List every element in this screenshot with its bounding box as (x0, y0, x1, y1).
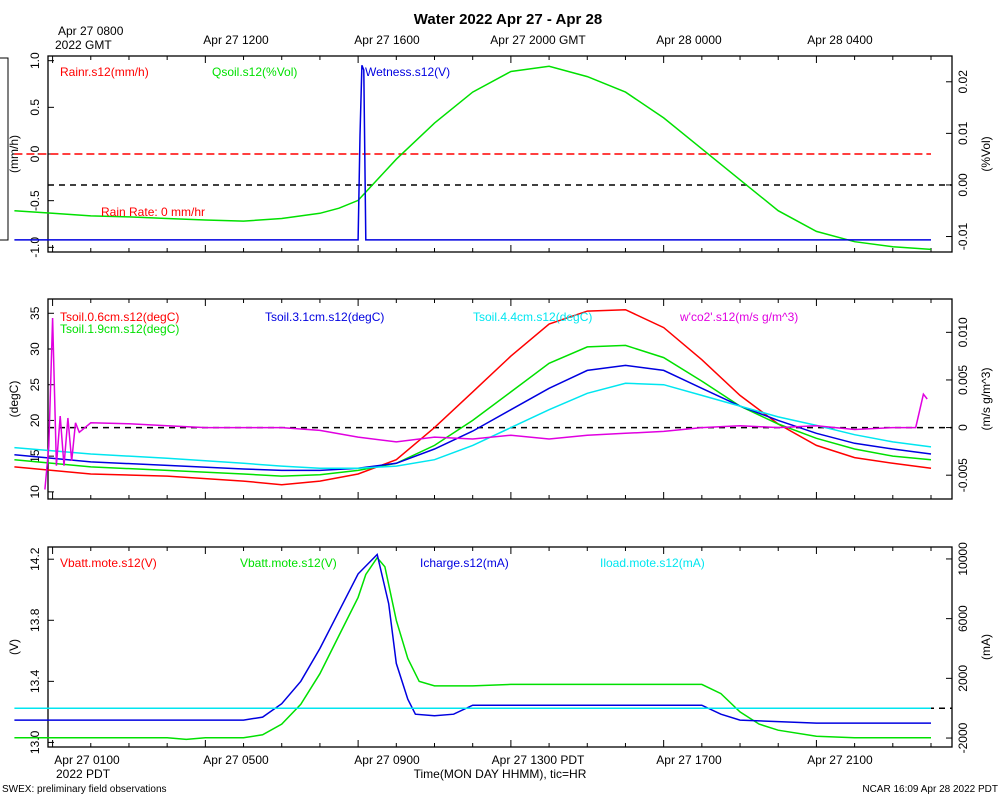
top-axis-label: Apr 27 1200 (203, 33, 269, 47)
chart-title: Water 2022 Apr 27 - Apr 28 (414, 11, 602, 28)
series-line (44, 317, 928, 490)
y-right-tick-label: 10000 (956, 542, 970, 576)
footer-right: NCAR 16:09 Apr 28 2022 PDT (862, 784, 998, 795)
y-right-axis-label: (mA) (979, 634, 993, 660)
top-axis-label: Apr 27 1600 (354, 33, 420, 47)
top-axis-label: Apr 27 2000 GMT (490, 33, 586, 47)
y-left-tick-label: -1.0 (28, 237, 42, 258)
series-line (14, 556, 931, 741)
series-line (14, 344, 932, 477)
y-left-tick-label: 14.2 (28, 547, 42, 571)
chart-panels: 1.0 0.5 0.0 -0.5 -1.0 0.02 0.01 0.00 -0.01 (mm/h)… (7, 52, 993, 754)
top-axis-first-label-line1: Apr 27 0800 (58, 24, 124, 38)
y-right-tick-label: 6000 (956, 605, 970, 632)
y-right-tick-label: 0 (956, 424, 970, 431)
y-right-tick-label: 0.005 (956, 365, 970, 395)
footer-left: SWEX: preliminary field observations (2, 784, 167, 795)
y-left-tick-label: 13.0 (28, 730, 42, 754)
legend-entry: Tsoil.0.6cm.s12(degC) (60, 310, 179, 324)
y-right-tick-label: 2000 (956, 665, 970, 692)
legend-entry: Tsoil.3.1cm.s12(degC) (265, 310, 384, 324)
bottom-axis-labels: Apr 27 0100 Apr 27 0500 Apr 27 0900 Apr 27 … (54, 753, 873, 767)
y-left-tick-label: 10 (28, 485, 42, 499)
y-right-tick-label: 0.01 (956, 121, 970, 145)
chart-annotation: Rain Rate: 0 mm/hr (101, 205, 205, 219)
legend-entry: Qsoil.s12(%Vol) (212, 65, 297, 79)
y-left-axis-label: (mm/h) (7, 135, 21, 173)
y-right-tick-label: -2000 (956, 722, 970, 753)
series-line (14, 65, 932, 251)
y-left-tick-label: 35 (28, 306, 42, 320)
legend-entry: Icharge.s12(mA) (420, 556, 509, 570)
y-left-axis-label: (degC) (7, 381, 21, 418)
bottom-axis-label: Apr 27 0900 (354, 753, 420, 767)
panel-water: 1.0 0.5 0.0 -0.5 -1.0 0.02 0.01 0.00 -0.01 (mm/h)… (7, 52, 993, 258)
plot-frame (47, 546, 953, 748)
top-axis-labels: Apr 27 1200 Apr 27 1600 Apr 27 2000 GMT Apr… (203, 33, 873, 47)
y-left-tick-label: 25 (28, 378, 42, 392)
legend-entry: Tsoil.1.9cm.s12(degC) (60, 322, 179, 336)
y-right-tick-label: -0.01 (956, 223, 970, 251)
legend-entry: Wetness.s12(V) (365, 65, 450, 79)
legend-entry: w'co2'.s12(m/s g/m^3) (679, 310, 798, 324)
y-left-tick-label: 1.0 (28, 52, 42, 69)
plot-frame (47, 298, 953, 500)
bottom-axis-title: Time(MON DAY HHMM), tic=HR (414, 767, 587, 781)
y-left-tick-label: 0.5 (28, 99, 42, 116)
legend-entry: Rainr.s12(mm/h) (60, 65, 149, 79)
series-line (14, 364, 932, 472)
panel-power: 14.2 13.8 13.4 13.0 10000 6000 2000 -2000 (V) (mA… (7, 542, 993, 754)
legend-entry: Vbatt.mote.s12(V) (240, 556, 337, 570)
top-axis-label: Apr 28 0000 (656, 33, 722, 47)
bottom-axis-sub-label: 2022 PDT (56, 767, 111, 781)
bottom-axis-label: Apr 27 1300 PDT (492, 753, 585, 767)
series-line (14, 308, 932, 486)
bottom-axis-label: Apr 27 2100 (807, 753, 873, 767)
y-right-tick-label: 0.00 (956, 173, 970, 197)
legend-entry: Iload.mote.s12(mA) (600, 556, 705, 570)
y-right-tick-label: 0.02 (956, 70, 970, 94)
y-left-tick-label: 30 (28, 342, 42, 356)
series-line (14, 382, 932, 470)
bottom-axis-label: Apr 27 1700 (656, 753, 722, 767)
bottom-axis-label: Apr 27 0100 (54, 753, 120, 767)
bottom-axis-label: Apr 27 0500 (203, 753, 269, 767)
series-line (14, 65, 931, 241)
y-left-tick-label: 0.0 (28, 145, 42, 162)
top-axis-label: Apr 28 0400 (807, 33, 873, 47)
y-left-tick-label: 13.4 (28, 669, 42, 693)
y-right-axis-label: (m/s g/m^3) (979, 368, 993, 431)
y-right-tick-label: -0.005 (956, 458, 970, 492)
series-line (14, 553, 931, 724)
y-right-tick-label: 0.010 (956, 317, 970, 347)
cropped-legend-box (0, 57, 9, 241)
legend-entry: Tsoil.4.4cm.s12(degC) (473, 310, 592, 324)
top-axis-first-label-line2: 2022 GMT (55, 38, 112, 52)
y-left-tick-label: 20 (28, 413, 42, 427)
y-left-tick-label: 13.8 (28, 608, 42, 632)
y-left-tick-label: -0.5 (28, 190, 42, 211)
y-left-axis-label: (V) (7, 639, 21, 655)
legend-entry: Vbatt.mote.s12(V) (60, 556, 157, 570)
y-right-axis-label: (%Vol) (979, 136, 993, 171)
